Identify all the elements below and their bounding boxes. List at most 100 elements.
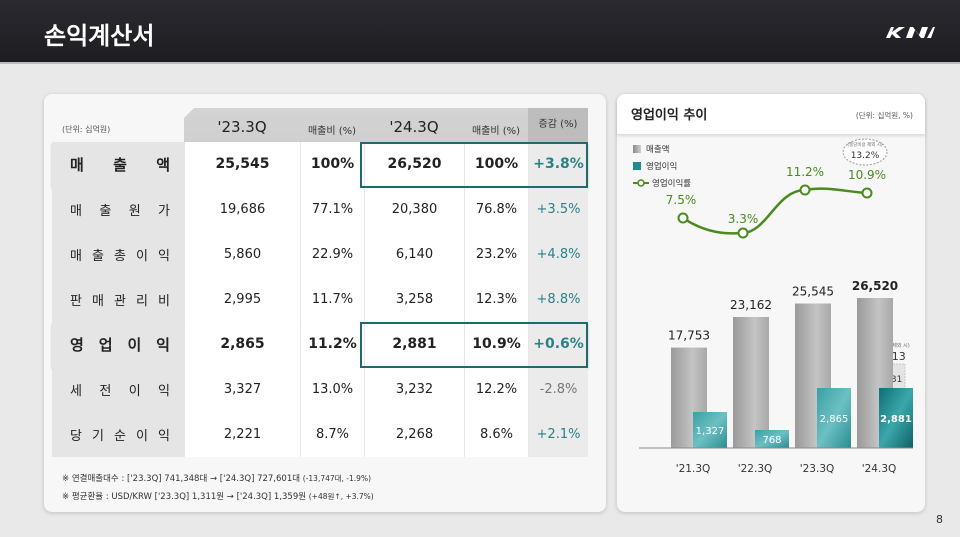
revenue-swatch-icon (633, 145, 641, 153)
kia-logo-icon (886, 27, 935, 38)
svg-text:13.2%: 13.2% (851, 151, 880, 161)
cell-change: +3.8% (528, 142, 588, 187)
svg-text:'22.3Q: '22.3Q (738, 463, 773, 475)
svg-text:'21.3Q: '21.3Q (676, 463, 711, 475)
cell-24q: 20,380 (364, 187, 464, 232)
col-header-ratio-24: 매출비 (%) (471, 126, 521, 137)
footnote-exchange-rate: ※ 평균환율 : USD/KRW ['23.3Q] 1,311원 → ['24.… (62, 492, 374, 502)
svg-text:7.5%: 7.5% (666, 193, 697, 207)
page-title: 손익계산서 (44, 22, 155, 50)
svg-text:'23.3Q: '23.3Q (800, 463, 835, 475)
line-marker-icon (633, 179, 649, 187)
cell-ratio-23: 8.7% (300, 412, 364, 457)
op-income-chart-panel: 영업이익 추이 (단위: 십억원, %) 매출액 영업이익 영업이익률 +631… (617, 94, 925, 512)
cell-23q: 25,545 (184, 142, 300, 187)
table-row: 판 매 관 리 비 2,995 11.7% 3,258 12.3% +8.8% (52, 277, 588, 322)
svg-text:11.2%: 11.2% (786, 165, 824, 179)
cell-ratio-24: 12.3% (464, 277, 528, 322)
table-row: 매 출 액 25,545 100% 26,520 100% +3.8% (52, 142, 588, 187)
svg-text:'24.3Q: '24.3Q (862, 463, 897, 475)
op-income-bar (879, 388, 913, 448)
table-header: '23.3Q 매출비 (%) '24.3Q 매출비 (%) 증감 (%) (184, 108, 588, 142)
cell-change: +2.1% (528, 412, 588, 457)
cell-ratio-23: 100% (300, 142, 364, 187)
cell-24q: 6,140 (364, 232, 464, 277)
svg-text:10.9%: 10.9% (848, 168, 886, 182)
legend-op-income: 영업이익 (633, 159, 691, 176)
cell-ratio-24: 8.6% (464, 412, 528, 457)
svg-text:3.3%: 3.3% (728, 212, 759, 226)
income-statement-panel: (단위: 십억원) '23.3Q 매출비 (%) '24.3Q 매출비 (%) … (44, 94, 606, 512)
legend-revenue: 매출액 (633, 142, 691, 159)
cell-23q: 3,327 (184, 367, 300, 412)
revenue-bar (733, 316, 769, 448)
cell-ratio-24: 10.9% (464, 322, 528, 367)
legend-op-margin: 영업이익률 (633, 176, 691, 193)
cell-23q: 2,995 (184, 277, 300, 322)
cell-ratio-23: 77.1% (300, 187, 364, 232)
cell-change: +4.8% (528, 232, 588, 277)
op-margin-line (682, 187, 868, 235)
page-number: 8 (936, 513, 943, 526)
cell-ratio-23: 11.7% (300, 277, 364, 322)
table-row: 매 출 원 가 19,686 77.1% 20,380 76.8% +3.5% (52, 187, 588, 232)
chart-header: 영업이익 추이 (단위: 십억원, %) (617, 94, 925, 134)
svg-text:2,881: 2,881 (880, 414, 912, 425)
col-header-change: 증감 (%) (528, 108, 588, 142)
svg-text:(충당비용 제외 시): (충당비용 제외 시) (847, 141, 883, 148)
table-row: 영 업 이 익 2,865 11.2% 2,881 10.9% +0.6% (52, 322, 588, 367)
op-income-bar (693, 412, 727, 448)
cell-change: -2.8% (528, 367, 588, 412)
table-row: 매 출 총 이 익 5,860 22.9% 6,140 23.2% +4.8% (52, 232, 588, 277)
svg-text:768: 768 (762, 435, 781, 446)
adjusted-margin-callout (842, 138, 888, 166)
table-row: 세 전 이 익 3,327 13.0% 3,232 12.2% -2.8% (52, 367, 588, 412)
svg-text:1,327: 1,327 (696, 426, 725, 437)
table-row: 당 기 순 이 익 2,221 8.7% 2,268 8.6% +2.1% (52, 412, 588, 457)
table-unit-label: (단위: 십억원) (62, 125, 111, 134)
cell-23q: 2,221 (184, 412, 300, 457)
footnotes: ※ 연결매출대수 : ['23.3Q] 741,348대 → ['24.3Q] … (62, 470, 374, 506)
svg-text:17,753: 17,753 (668, 329, 710, 343)
chart-unit: (단위: 십억원, %) (855, 111, 913, 120)
cell-change: +3.5% (528, 187, 588, 232)
op-income-swatch-icon (633, 162, 641, 170)
svg-text:23,162: 23,162 (730, 298, 772, 312)
cell-change: +8.8% (528, 277, 588, 322)
cell-24q: 26,520 (364, 142, 464, 187)
cell-23q: 5,860 (184, 232, 300, 277)
cell-23q: 2,865 (184, 322, 300, 367)
op-income-chart: +631(충당비용 제외 시)3,51317,75323,16225,54526… (639, 138, 913, 475)
svg-text:2,865: 2,865 (820, 414, 849, 425)
chart-legend: 매출액 영업이익 영업이익률 (633, 142, 691, 193)
op-income-bar (755, 430, 789, 448)
cell-ratio-24: 12.2% (464, 367, 528, 412)
cell-ratio-23: 13.0% (300, 367, 364, 412)
cell-24q: 3,258 (364, 277, 464, 322)
svg-text:25,545: 25,545 (792, 285, 834, 299)
cell-change: +0.6% (528, 322, 588, 367)
footnote-sales-volume: ※ 연결매출대수 : ['23.3Q] 741,348대 → ['24.3Q] … (62, 474, 371, 484)
chart-title: 영업이익 추이 (631, 108, 708, 123)
op-margin-point (861, 187, 873, 199)
op-margin-point (799, 184, 811, 196)
col-header-ratio-23: 매출비 (%) (307, 126, 357, 137)
page-header: 손익계산서 (0, 0, 960, 64)
col-header-24q: '24.3Q (389, 118, 439, 136)
cell-ratio-23: 22.9% (300, 232, 364, 277)
cell-ratio-24: 76.8% (464, 187, 528, 232)
op-income-bar (817, 388, 851, 448)
cell-23q: 19,686 (184, 187, 300, 232)
cell-ratio-24: 100% (464, 142, 528, 187)
col-header-23q: '23.3Q (217, 118, 267, 136)
svg-text:26,520: 26,520 (852, 279, 898, 293)
op-margin-point (737, 227, 749, 239)
cell-24q: 3,232 (364, 367, 464, 412)
